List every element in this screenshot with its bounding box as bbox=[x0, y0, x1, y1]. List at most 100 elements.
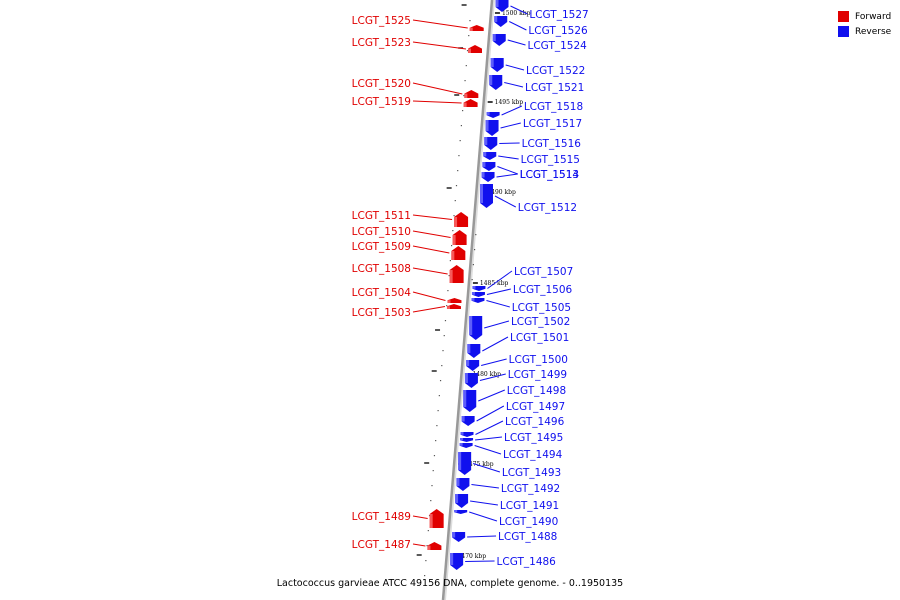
reverse-gene bbox=[495, 0, 509, 12]
dot-mark bbox=[463, 95, 465, 97]
reverse-gene-highlight bbox=[492, 34, 496, 41]
reverse-gene-label: LCGT_1492 bbox=[501, 483, 560, 495]
reverse-gene-connector bbox=[507, 39, 526, 46]
forward-gene bbox=[464, 90, 479, 98]
forward-gene-label: LCGT_1520 bbox=[352, 78, 411, 90]
dot-mark bbox=[462, 110, 464, 112]
dot-mark bbox=[452, 230, 454, 232]
reverse-gene-label: LCGT_1527 bbox=[529, 9, 588, 21]
reverse-gene-label: LCGT_1486 bbox=[497, 556, 557, 568]
forward-gene-highlight bbox=[464, 93, 468, 98]
dot-mark bbox=[424, 575, 426, 577]
reverse-gene-highlight bbox=[466, 360, 470, 367]
dot-mark bbox=[448, 275, 450, 277]
reverse-gene-label: LCGT_1518 bbox=[524, 101, 583, 113]
forward-gene-highlight bbox=[429, 514, 433, 528]
forward-gene-connector bbox=[412, 214, 453, 220]
dot-mark bbox=[450, 245, 453, 247]
reverse-gene-label: LCGT_1499 bbox=[508, 369, 567, 381]
reverse-gene-label: LCGT_1524 bbox=[528, 40, 588, 52]
reverse-gene bbox=[489, 75, 503, 90]
dot-mark bbox=[431, 485, 433, 487]
dot-mark bbox=[438, 395, 440, 397]
reverse-gene-highlight bbox=[494, 16, 498, 23]
reverse-gene-highlight bbox=[458, 452, 462, 470]
reverse-gene-highlight bbox=[460, 438, 464, 441]
forward-gene-label: LCGT_1489 bbox=[352, 511, 411, 523]
reverse-gene bbox=[460, 432, 474, 437]
genome-backbone bbox=[441, 0, 495, 600]
forward-gene-label: LCGT_1503 bbox=[352, 307, 411, 319]
reverse-gene-connector bbox=[481, 358, 507, 366]
reverse-gene-label: LCGT_1497 bbox=[506, 401, 565, 413]
reverse-gene-highlight bbox=[471, 292, 475, 295]
gene-features bbox=[427, 0, 509, 570]
forward-gene-label: LCGT_1508 bbox=[352, 263, 411, 275]
reverse-gene-connector bbox=[471, 484, 499, 489]
reverse-gene-connector bbox=[499, 142, 520, 144]
dot-mark bbox=[471, 279, 473, 281]
scale-label: 1475 kbp bbox=[465, 461, 494, 468]
reverse-gene-label: LCGT_1517 bbox=[523, 118, 582, 130]
scale-label: 1490 kbp bbox=[487, 189, 516, 196]
forward-gene-label: LCGT_1523 bbox=[352, 37, 411, 49]
reverse-gene bbox=[483, 152, 497, 160]
dot-mark bbox=[464, 80, 466, 82]
reverse-gene bbox=[450, 553, 464, 570]
backbone-line bbox=[441, 0, 494, 600]
reverse-gene-label: LCGT_1493 bbox=[502, 467, 561, 479]
reverse-gene-label: LCGT_1506 bbox=[513, 284, 573, 296]
forward-gene bbox=[469, 25, 484, 31]
dot-mark bbox=[454, 200, 456, 202]
reverse-gene-highlight bbox=[472, 286, 476, 289]
reverse-gene-highlight bbox=[485, 120, 489, 131]
dot-mark bbox=[446, 305, 448, 307]
forward-gene-highlight bbox=[469, 27, 473, 31]
reverse-gene-connector bbox=[470, 500, 498, 506]
forward-gene-highlight bbox=[454, 217, 458, 227]
reverse-gene-connector bbox=[504, 82, 524, 88]
dot-mark bbox=[449, 260, 451, 262]
reverse-gene-highlight bbox=[479, 184, 483, 203]
reverse-gene-connector bbox=[467, 535, 497, 538]
dot-mark bbox=[460, 125, 462, 127]
dot-mark bbox=[455, 185, 458, 187]
forward-gene-connector bbox=[412, 306, 446, 313]
forward-gene-connector bbox=[412, 543, 426, 547]
reverse-gene-connector bbox=[465, 560, 495, 562]
reverse-gene-highlight bbox=[471, 298, 475, 301]
forward-gene bbox=[467, 45, 482, 53]
forward-gene-highlight bbox=[447, 300, 451, 303]
forward-gene-label: LCGT_1510 bbox=[352, 226, 411, 238]
reverse-gene-connector bbox=[474, 445, 502, 455]
legend-reverse: Reverse bbox=[838, 24, 891, 39]
scale-label: 1495 kbp bbox=[495, 99, 524, 106]
forward-gene-highlight bbox=[446, 306, 450, 309]
reverse-gene bbox=[454, 510, 468, 514]
reverse-gene-label: LCGT_1495 bbox=[504, 432, 563, 444]
dot-mark bbox=[435, 440, 437, 442]
dot-mark bbox=[468, 35, 470, 37]
reverse-gene-connector bbox=[475, 436, 503, 441]
dot-mark bbox=[457, 170, 459, 172]
reverse-gene-highlight bbox=[469, 316, 473, 335]
reverse-gene-label: LCGT_1494 bbox=[503, 449, 563, 461]
forward-gene-connector bbox=[412, 82, 463, 95]
reverse-gene-connector bbox=[486, 300, 510, 308]
forward-gene bbox=[449, 265, 464, 283]
reverse-gene-label: LCGT_1500 bbox=[509, 354, 568, 366]
reverse-gene-highlight bbox=[490, 58, 494, 67]
dot-mark bbox=[427, 530, 429, 532]
reverse-gene-label: LCGT_1491 bbox=[500, 500, 559, 512]
reverse-gene-highlight bbox=[481, 172, 485, 178]
reverse-gene-connector bbox=[500, 122, 521, 129]
forward-gene-label: LCGT_1525 bbox=[352, 15, 411, 27]
dot-mark bbox=[442, 350, 444, 352]
forward-gene-connector bbox=[412, 100, 462, 104]
forward-gene-label: LCGT_1487 bbox=[352, 539, 411, 551]
reverse-gene-label: LCGT_1498 bbox=[507, 385, 566, 397]
forward-gene-connector bbox=[412, 19, 468, 29]
reverse-gene-connector bbox=[486, 288, 511, 295]
reverse-gene bbox=[458, 452, 472, 475]
